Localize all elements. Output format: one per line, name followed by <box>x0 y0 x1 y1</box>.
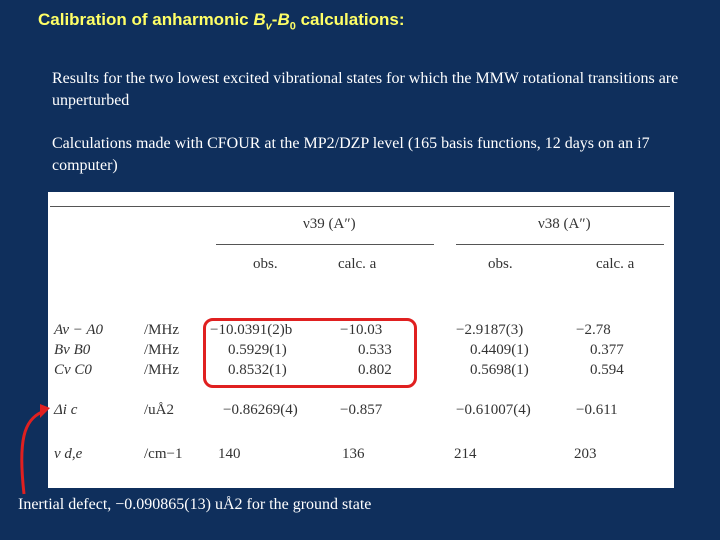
row-unit-a: /MHz <box>144 322 179 338</box>
row-unit-nu: /cm−1 <box>144 446 183 462</box>
results-table: ν39 (A″) ν38 (A″) obs. calc. a obs. calc… <box>48 192 674 488</box>
row-unit-c: /MHz <box>144 362 179 378</box>
col-header-calc-2: calc. a <box>596 256 635 272</box>
cell-delta-calc2: −0.611 <box>576 402 618 418</box>
results-paragraph: Results for the two lowest excited vibra… <box>52 70 679 109</box>
cell-b-calc1: 0.533 <box>358 342 392 358</box>
inertial-defect-caption: Inertial defect, −0.090865(13) uÅ2 for t… <box>18 496 372 513</box>
col-header-calc-1: calc. a <box>338 256 377 272</box>
col-header-obs-2: obs. <box>488 256 513 272</box>
title-dash: - <box>271 10 278 29</box>
calculations-paragraph: Calculations made with CFOUR at the MP2/… <box>52 135 650 174</box>
title-v: v <box>265 20 272 33</box>
title-b: B <box>253 10 266 29</box>
title-post: calculations: <box>295 10 405 29</box>
cell-nu-obs1: 140 <box>218 446 241 462</box>
group-header-v39: ν39 (A″) <box>303 216 356 232</box>
title-b0: B <box>277 10 290 29</box>
slide-title: Calibration of anharmonic Bv-B0 calculat… <box>38 10 404 32</box>
cell-a-obs2: −2.9187(3) <box>456 322 524 338</box>
cell-delta-calc1: −0.857 <box>340 402 383 418</box>
cell-c-calc2: 0.594 <box>590 362 624 378</box>
cell-delta-obs2: −0.61007(4) <box>456 402 531 418</box>
cell-nu-calc2: 203 <box>574 446 597 462</box>
row-label-c: Cv C0 <box>54 362 92 378</box>
cell-a-calc1: −10.03 <box>340 322 383 338</box>
cell-b-obs2: 0.4409(1) <box>470 342 529 358</box>
row-unit-delta: /uÅ2 <box>144 402 174 418</box>
cell-c-calc1: 0.802 <box>358 362 392 378</box>
row-label-b: Bv B0 <box>54 342 91 358</box>
cell-b-obs1: 0.5929(1) <box>228 342 287 358</box>
col-header-obs-1: obs. <box>253 256 278 272</box>
cell-a-obs1: −10.0391(2)b <box>210 322 293 338</box>
cell-c-obs1: 0.8532(1) <box>228 362 287 378</box>
row-unit-b: /MHz <box>144 342 179 358</box>
cell-a-calc2: −2.78 <box>576 322 611 338</box>
row-label-nu: ν d,e <box>54 446 83 462</box>
cell-nu-calc1: 136 <box>342 446 365 462</box>
group1-rule <box>216 244 434 245</box>
cell-b-calc2: 0.377 <box>590 342 624 358</box>
row-label-a: Av − A0 <box>54 322 104 338</box>
cell-delta-obs1: −0.86269(4) <box>223 402 298 418</box>
row-label-delta: Δi c <box>54 402 78 418</box>
top-rule <box>50 206 670 207</box>
highlight-box <box>203 318 417 388</box>
title-text: Calibration of anharmonic <box>38 10 254 29</box>
cell-c-obs2: 0.5698(1) <box>470 362 529 378</box>
group2-rule <box>456 244 664 245</box>
title-zero: 0 <box>289 20 296 33</box>
cell-nu-obs2: 214 <box>454 446 477 462</box>
group-header-v38: ν38 (A″) <box>538 216 591 232</box>
